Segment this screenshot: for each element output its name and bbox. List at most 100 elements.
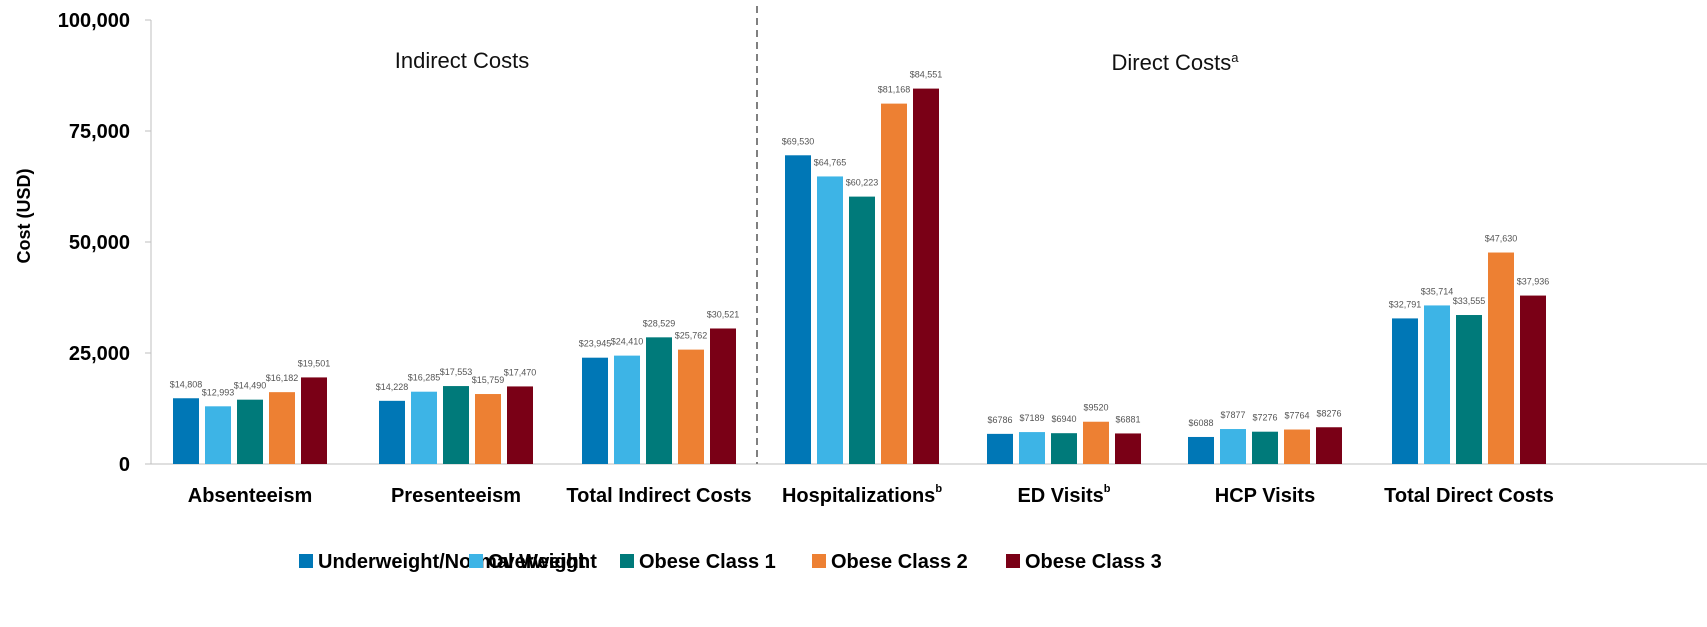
data-label: $6940 xyxy=(1051,414,1076,424)
bar xyxy=(1520,295,1546,464)
bar xyxy=(582,357,608,464)
legend-swatch xyxy=(469,554,483,568)
legend-label: Underweight/Normal Weight xyxy=(318,551,586,573)
bar xyxy=(614,355,640,464)
data-label: $33,555 xyxy=(1453,296,1486,306)
data-label: $32,791 xyxy=(1389,299,1422,309)
data-label: $28,529 xyxy=(643,318,676,328)
bar xyxy=(237,399,263,464)
bar xyxy=(913,88,939,464)
data-label: $7877 xyxy=(1220,410,1245,420)
data-label: $9520 xyxy=(1083,403,1108,413)
bar xyxy=(785,155,811,464)
bar xyxy=(1456,315,1482,464)
category-footnote-marker: b xyxy=(935,483,942,495)
bar xyxy=(1252,431,1278,464)
data-label: $14,490 xyxy=(234,381,267,391)
data-label: $25,762 xyxy=(675,331,708,341)
bar xyxy=(205,406,231,464)
x-category-label: HCP Visits xyxy=(1215,485,1315,507)
bar xyxy=(1115,433,1141,464)
bar xyxy=(1284,429,1310,464)
data-label: $6088 xyxy=(1188,418,1213,428)
data-label: $69,530 xyxy=(782,136,815,146)
x-category-label: Total Direct Costs xyxy=(1384,485,1554,507)
data-label: $17,553 xyxy=(440,367,473,377)
bar xyxy=(301,377,327,464)
data-label: $15,759 xyxy=(472,375,505,385)
data-labels: $14,808 $14,228 $23,945 $69,530 $6786 $6088 $3… xyxy=(170,70,1550,428)
x-category-label: Presenteeism xyxy=(391,485,521,507)
bar xyxy=(379,400,405,464)
category-labels: Absenteeism Presenteeism Total Indirect Co… xyxy=(188,483,1554,507)
data-label: $19,501 xyxy=(298,358,331,368)
axes: 0 25,000 50,000 75,000 100,000 Cost (USD) xyxy=(14,6,1707,476)
data-label: $14,808 xyxy=(170,379,203,389)
data-label: $30,521 xyxy=(707,309,740,319)
legend-swatch xyxy=(620,554,634,568)
legend-label: Obese Class 2 xyxy=(831,551,968,573)
data-label: $64,765 xyxy=(814,157,847,167)
bar xyxy=(475,394,501,464)
bar xyxy=(817,176,843,464)
legend-swatch xyxy=(1006,554,1020,568)
x-category-label: ED Visitsb xyxy=(1017,483,1110,507)
bar xyxy=(1424,305,1450,464)
x-category-label: Total Indirect Costs xyxy=(566,485,751,507)
legend-swatch xyxy=(299,554,313,568)
bar xyxy=(269,392,295,464)
data-label: $6881 xyxy=(1115,414,1140,424)
bar xyxy=(987,433,1013,464)
data-label: $12,993 xyxy=(202,387,235,397)
data-label: $81,168 xyxy=(878,85,911,95)
x-category-label: Absenteeism xyxy=(188,485,313,507)
y-tick-label: 25,000 xyxy=(69,343,130,365)
y-axis-label: Cost (USD) xyxy=(14,169,34,264)
data-label: $23,945 xyxy=(579,339,612,349)
bar xyxy=(1188,436,1214,464)
legend-swatch xyxy=(812,554,826,568)
legend-label: Overweight xyxy=(488,551,597,573)
section-footnote-marker: a xyxy=(1231,50,1239,65)
bar xyxy=(678,349,704,464)
bar xyxy=(1019,432,1045,464)
data-label: $8276 xyxy=(1316,408,1341,418)
bar xyxy=(1083,421,1109,464)
data-label: $16,285 xyxy=(408,373,441,383)
data-label: $84,551 xyxy=(910,70,943,80)
data-label: $37,936 xyxy=(1517,277,1550,287)
bars xyxy=(173,88,1546,465)
y-tick-label: 75,000 xyxy=(69,121,130,143)
data-label: $47,630 xyxy=(1485,234,1518,244)
bar xyxy=(710,328,736,464)
bar xyxy=(1051,433,1077,464)
bar xyxy=(1220,429,1246,464)
bar xyxy=(411,391,437,464)
bar xyxy=(443,386,469,464)
bar xyxy=(646,337,672,464)
data-label: $7276 xyxy=(1252,413,1277,423)
category-footnote-marker: b xyxy=(1104,483,1111,495)
bar xyxy=(881,103,907,465)
data-label: $14,228 xyxy=(376,382,409,392)
data-label: $7764 xyxy=(1284,411,1309,421)
section-label: Indirect Costs xyxy=(395,48,530,73)
y-tick-label: 0 xyxy=(119,454,130,476)
bar xyxy=(507,386,533,464)
data-label: $17,470 xyxy=(504,367,537,377)
data-label: $7189 xyxy=(1019,413,1044,423)
data-label: $6786 xyxy=(987,415,1012,425)
section-label: Direct Costsa xyxy=(1111,50,1239,75)
bar xyxy=(1316,427,1342,464)
section-labels: Indirect Costs Direct Costsa xyxy=(395,48,1240,75)
legend-label: Obese Class 1 xyxy=(639,551,776,573)
y-tick-label: 50,000 xyxy=(69,232,130,254)
bar xyxy=(173,398,199,464)
bar xyxy=(1488,252,1514,464)
x-category-label: Hospitalizationsb xyxy=(782,483,942,507)
data-label: $24,410 xyxy=(611,337,644,347)
data-label: $60,223 xyxy=(846,178,879,188)
data-label: $16,182 xyxy=(266,373,299,383)
